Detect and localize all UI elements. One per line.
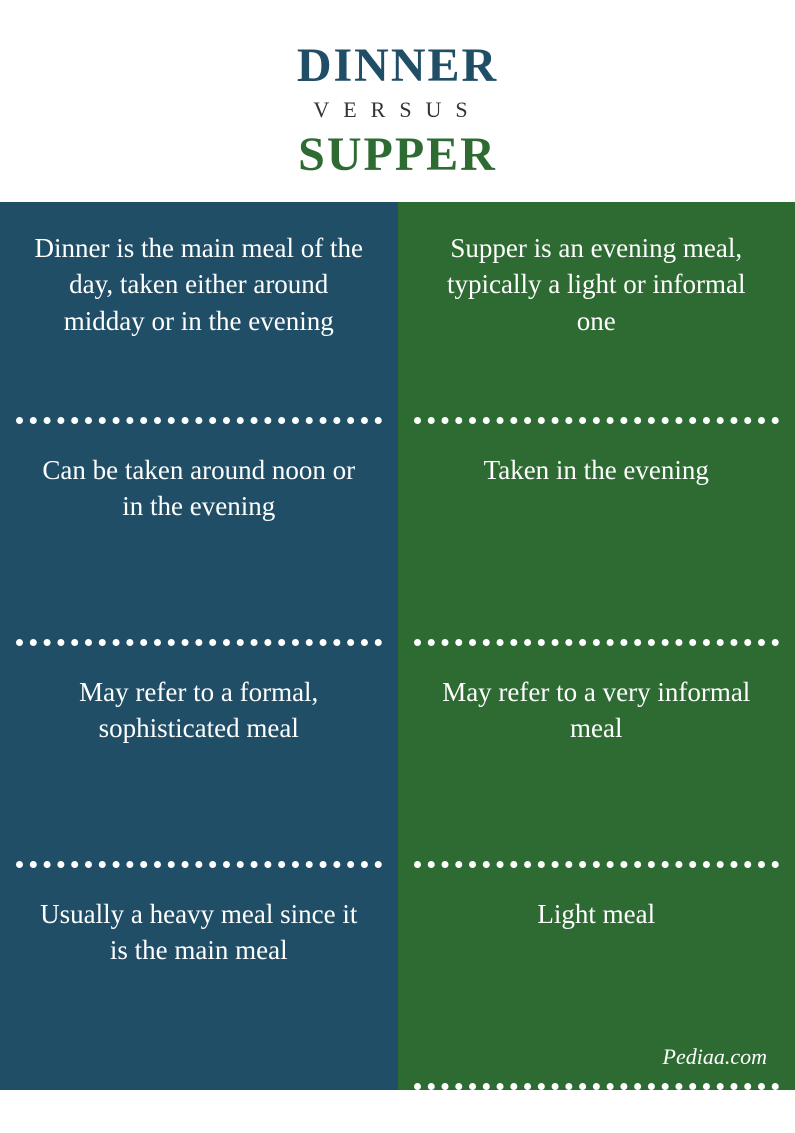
supper-cell-1: Supper is an evening meal, typically a l…	[398, 202, 795, 424]
column-dinner: Dinner is the main meal of the day, take…	[0, 202, 398, 1090]
comparison-columns: Dinner is the main meal of the day, take…	[0, 202, 795, 1090]
title-supper: SUPPER	[0, 127, 795, 182]
title-versus: VERSUS	[0, 97, 795, 123]
dinner-cell-1: Dinner is the main meal of the day, take…	[0, 202, 398, 424]
dinner-cell-3: May refer to a formal, sophisticated mea…	[0, 646, 398, 868]
title-dinner: DINNER	[0, 38, 795, 93]
dinner-cell-2: Can be taken around noon or in the eveni…	[0, 424, 398, 646]
supper-cell-2: Taken in the evening	[398, 424, 795, 646]
footer-credit: Pediaa.com	[663, 1044, 767, 1070]
dinner-cell-4: Usually a heavy meal since it is the mai…	[0, 868, 398, 1090]
column-supper: Supper is an evening meal, typically a l…	[398, 202, 795, 1090]
header: DINNER VERSUS SUPPER	[0, 0, 795, 202]
supper-cell-3: May refer to a very informal meal	[398, 646, 795, 868]
